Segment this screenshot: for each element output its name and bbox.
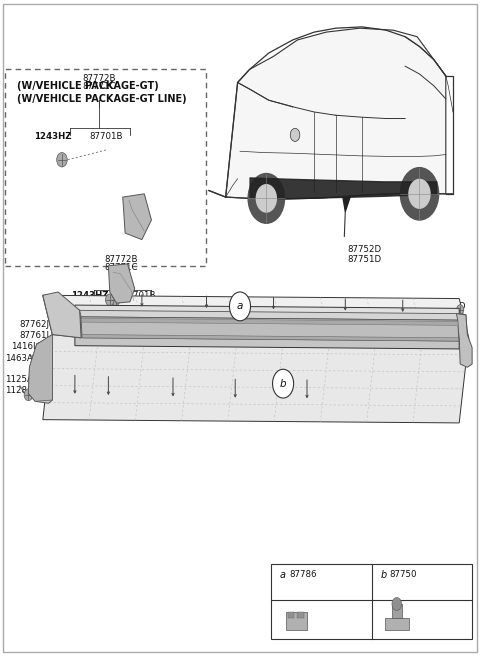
Text: (W/VEHICLE PACKAGE-GT LINE): (W/VEHICLE PACKAGE-GT LINE): [17, 94, 187, 104]
Text: 87771C: 87771C: [105, 263, 138, 272]
Text: 87752D
87751D: 87752D 87751D: [348, 245, 382, 264]
Polygon shape: [43, 335, 469, 423]
Text: 87701B: 87701B: [89, 132, 123, 140]
Circle shape: [106, 294, 114, 306]
Text: 1243HZ: 1243HZ: [72, 291, 109, 300]
Circle shape: [24, 389, 33, 401]
Text: 1249BD: 1249BD: [432, 302, 466, 311]
FancyBboxPatch shape: [5, 70, 206, 266]
Polygon shape: [80, 310, 458, 320]
Polygon shape: [28, 292, 81, 403]
FancyBboxPatch shape: [288, 612, 294, 619]
Polygon shape: [456, 314, 472, 367]
Polygon shape: [226, 28, 446, 199]
Circle shape: [248, 173, 285, 223]
Polygon shape: [456, 314, 468, 341]
Polygon shape: [108, 264, 135, 303]
Polygon shape: [81, 317, 459, 341]
Text: (W/VEHICLE PACKAGE-GT): (W/VEHICLE PACKAGE-GT): [17, 81, 159, 91]
Circle shape: [290, 129, 300, 142]
Polygon shape: [28, 335, 52, 401]
Text: b: b: [280, 379, 287, 388]
FancyBboxPatch shape: [392, 604, 402, 619]
Text: 87750: 87750: [390, 570, 417, 579]
Text: 87772B: 87772B: [105, 255, 138, 264]
Text: b: b: [380, 570, 386, 580]
Circle shape: [57, 153, 67, 167]
Polygon shape: [75, 318, 459, 349]
Text: 1463AA: 1463AA: [5, 354, 39, 363]
Polygon shape: [81, 318, 458, 325]
Polygon shape: [343, 197, 350, 211]
FancyBboxPatch shape: [297, 612, 304, 619]
Circle shape: [256, 185, 276, 212]
Polygon shape: [77, 321, 458, 335]
Text: a: a: [237, 301, 243, 312]
FancyBboxPatch shape: [385, 619, 408, 630]
Polygon shape: [123, 194, 152, 239]
Circle shape: [273, 369, 294, 398]
Circle shape: [229, 292, 251, 321]
Polygon shape: [75, 305, 459, 321]
Polygon shape: [43, 295, 81, 338]
FancyBboxPatch shape: [286, 612, 307, 630]
Polygon shape: [43, 295, 469, 338]
Text: 87786: 87786: [289, 570, 317, 579]
Text: 1243HZ: 1243HZ: [34, 132, 72, 140]
Circle shape: [456, 305, 464, 315]
Text: 1125AD
11281: 1125AD 11281: [5, 375, 40, 394]
Circle shape: [400, 168, 439, 220]
FancyBboxPatch shape: [271, 564, 472, 639]
Text: a: a: [280, 570, 286, 580]
Circle shape: [392, 598, 402, 611]
Text: 87772B: 87772B: [82, 73, 116, 83]
Text: 87762J
87761J: 87762J 87761J: [20, 320, 50, 340]
Circle shape: [111, 294, 120, 306]
Text: 87771C: 87771C: [82, 82, 116, 91]
Polygon shape: [82, 335, 459, 341]
Text: 87701B: 87701B: [123, 291, 156, 300]
Text: 1416LK: 1416LK: [11, 342, 44, 351]
Circle shape: [409, 179, 430, 208]
Text: 84126R
84116: 84126R 84116: [413, 356, 447, 375]
